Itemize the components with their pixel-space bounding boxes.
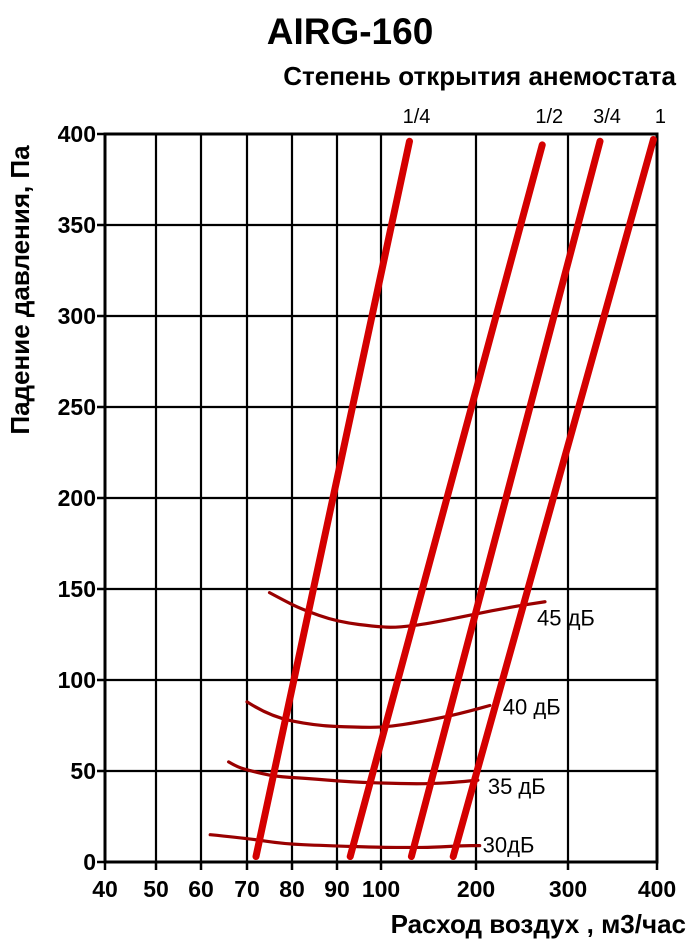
plot-area: 40 50 60 70 80 90 100 200 300 400 0 50 100 150 200 250 3… [58, 106, 677, 902]
opening-line-1-2 [346, 141, 546, 861]
x-tick-label: 70 [234, 876, 260, 902]
opening-line-1 [449, 135, 657, 861]
noise-curve-35db [227, 760, 480, 786]
opening-line-1-4 [252, 137, 413, 861]
y-tick-label: 250 [58, 394, 96, 420]
y-tick-label: 150 [58, 576, 96, 602]
noise-curve-45db [267, 591, 547, 629]
x-tick-label: 60 [188, 876, 214, 902]
x-tick-label: 100 [362, 876, 400, 902]
x-tick-label: 80 [279, 876, 305, 902]
y-tick-label: 400 [58, 121, 96, 147]
noise-curve-label: 30дБ [483, 833, 535, 858]
noise-curve-label: 45 дБ [537, 606, 595, 631]
opening-line-label: 1/4 [403, 106, 431, 128]
y-axis-label: Падение давления, Па [5, 145, 35, 435]
noise-curve-30db [208, 833, 482, 850]
x-tick-label: 40 [92, 876, 118, 902]
x-axis-label: Расход воздух , м3/час [391, 909, 686, 939]
noise-curve-label: 40 дБ [503, 694, 561, 719]
chart-title: AIRG-160 [267, 11, 434, 52]
y-tick-label: 200 [58, 485, 96, 511]
opening-line-label: 1/2 [535, 106, 563, 128]
y-tick-label: 0 [83, 849, 96, 875]
x-tick-label: 300 [549, 876, 587, 902]
opening-degree-header: Степень открытия анемостата [283, 61, 676, 91]
opening-line-label: 3/4 [593, 106, 621, 128]
opening-line-label: 1 [655, 106, 666, 128]
x-tick-label: 90 [324, 876, 350, 902]
y-tick-label: 300 [58, 303, 96, 329]
opening-line-3-4 [407, 137, 604, 861]
plot-border [103, 132, 659, 864]
x-tick-label: 200 [457, 876, 495, 902]
y-tick-label: 100 [58, 667, 96, 693]
x-tick-label: 400 [638, 876, 676, 902]
y-tick-label: 350 [58, 212, 96, 238]
noise-curve-label: 35 дБ [488, 774, 546, 799]
x-tick-label: 50 [143, 876, 169, 902]
y-tick-label: 50 [70, 758, 96, 784]
